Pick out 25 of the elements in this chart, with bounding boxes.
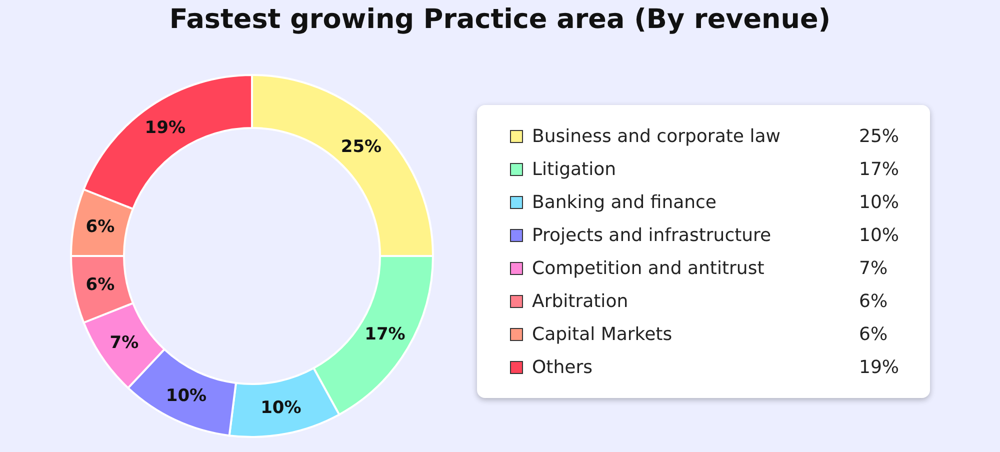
- legend-label: Capital Markets: [532, 324, 674, 345]
- legend-label: Competition and antitrust: [532, 258, 766, 279]
- legend-label: Business and corporate law: [532, 126, 782, 147]
- legend-label: Others: [532, 357, 594, 378]
- data-label: 17%: [364, 324, 406, 345]
- data-label: 25%: [340, 136, 382, 157]
- data-label: 6%: [86, 217, 115, 238]
- chart-title: Fastest growing Practice area (By revenue): [168, 4, 832, 35]
- text: 10%: [859, 192, 900, 213]
- data-label: 6%: [86, 274, 115, 295]
- text: 19%: [859, 357, 900, 378]
- text: 6%: [859, 324, 888, 345]
- legend-label: Arbitration: [532, 291, 630, 312]
- text: 25%: [859, 126, 900, 147]
- text: 6%: [859, 291, 888, 312]
- text: 7%: [859, 258, 888, 279]
- text: 10%: [859, 225, 900, 246]
- data-label: 19%: [144, 118, 186, 138]
- legend-label: Projects and infrastructure: [532, 225, 772, 246]
- legend-label: Litigation: [532, 159, 618, 180]
- data-label: 10%: [260, 398, 302, 418]
- data-label: 10%: [166, 386, 207, 406]
- text: 17%: [859, 159, 900, 180]
- legend-label: Banking and finance: [532, 192, 718, 213]
- data-label: 7%: [110, 332, 139, 353]
